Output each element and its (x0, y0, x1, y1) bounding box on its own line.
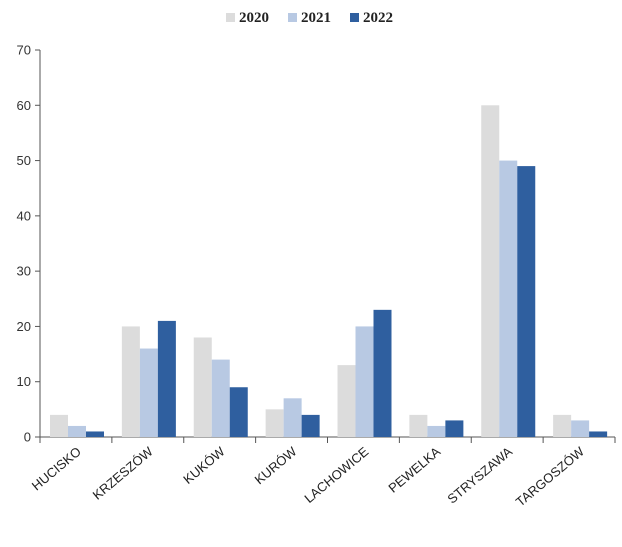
x-category-label: KUKÓW (180, 443, 228, 487)
bar-2021-7 (571, 420, 590, 437)
x-category-label: HUCISKO (29, 444, 84, 494)
legend-label: 2022 (363, 10, 393, 26)
x-category-label: KRZESZÓW (90, 443, 157, 502)
y-tick-label: 70 (17, 43, 31, 58)
legend-swatch-2020 (226, 13, 235, 22)
bar-2021-0 (68, 425, 86, 437)
bar-2022-1 (157, 320, 176, 437)
y-tick-label: 0 (24, 430, 31, 445)
y-axis-ticks: 0 10 20 30 40 50 60 70 (17, 43, 40, 445)
bar-2020-3 (265, 409, 284, 437)
bar-2020-0 (50, 414, 68, 437)
bar-2021-2 (211, 359, 230, 437)
bar-2022-6 (517, 166, 536, 437)
bar-2020-6 (481, 105, 500, 438)
bar-2020-4 (337, 365, 356, 437)
y-tick-label: 40 (17, 208, 31, 223)
y-tick-label: 30 (17, 264, 31, 279)
bar-2021-1 (139, 348, 158, 437)
y-tick-label: 50 (17, 153, 31, 168)
bar-2022-2 (229, 387, 248, 437)
bar-2020-1 (121, 326, 140, 437)
y-tick-label: 60 (17, 98, 31, 113)
y-tick-label: 10 (17, 374, 31, 389)
x-category-label: KURÓW (252, 443, 300, 487)
bar-2022-3 (301, 414, 320, 437)
bar-2020-5 (409, 414, 428, 437)
bar-2022-7 (589, 431, 608, 437)
x-category-label: LACHOWICE (301, 444, 371, 506)
bar-2022-0 (86, 431, 104, 437)
x-axis-labels: HUCISKO KRZESZÓW KUKÓW KURÓW LACHOWICE PEWELK… (29, 443, 588, 509)
legend-swatch-2022 (350, 13, 359, 22)
legend-swatch-2021 (288, 13, 297, 22)
bar-2020-7 (553, 414, 572, 437)
legend-label: 2020 (239, 10, 269, 26)
x-category-label: STRYSZAWA (444, 444, 515, 507)
bar-2021-3 (283, 398, 302, 437)
x-category-label: PEWELKA (385, 444, 443, 496)
bar-2021-4 (355, 326, 374, 437)
bar-2020-2 (193, 337, 212, 437)
bars (50, 105, 608, 438)
legend: 2020 2021 2022 (226, 10, 393, 26)
y-tick-label: 20 (17, 319, 31, 334)
bar-2022-5 (445, 420, 464, 437)
x-category-label: TARGOSZÓW (513, 443, 588, 509)
bar-2021-5 (427, 425, 446, 437)
bar-2021-6 (499, 160, 518, 438)
bar-2022-4 (373, 309, 392, 437)
legend-label: 2021 (301, 10, 331, 26)
